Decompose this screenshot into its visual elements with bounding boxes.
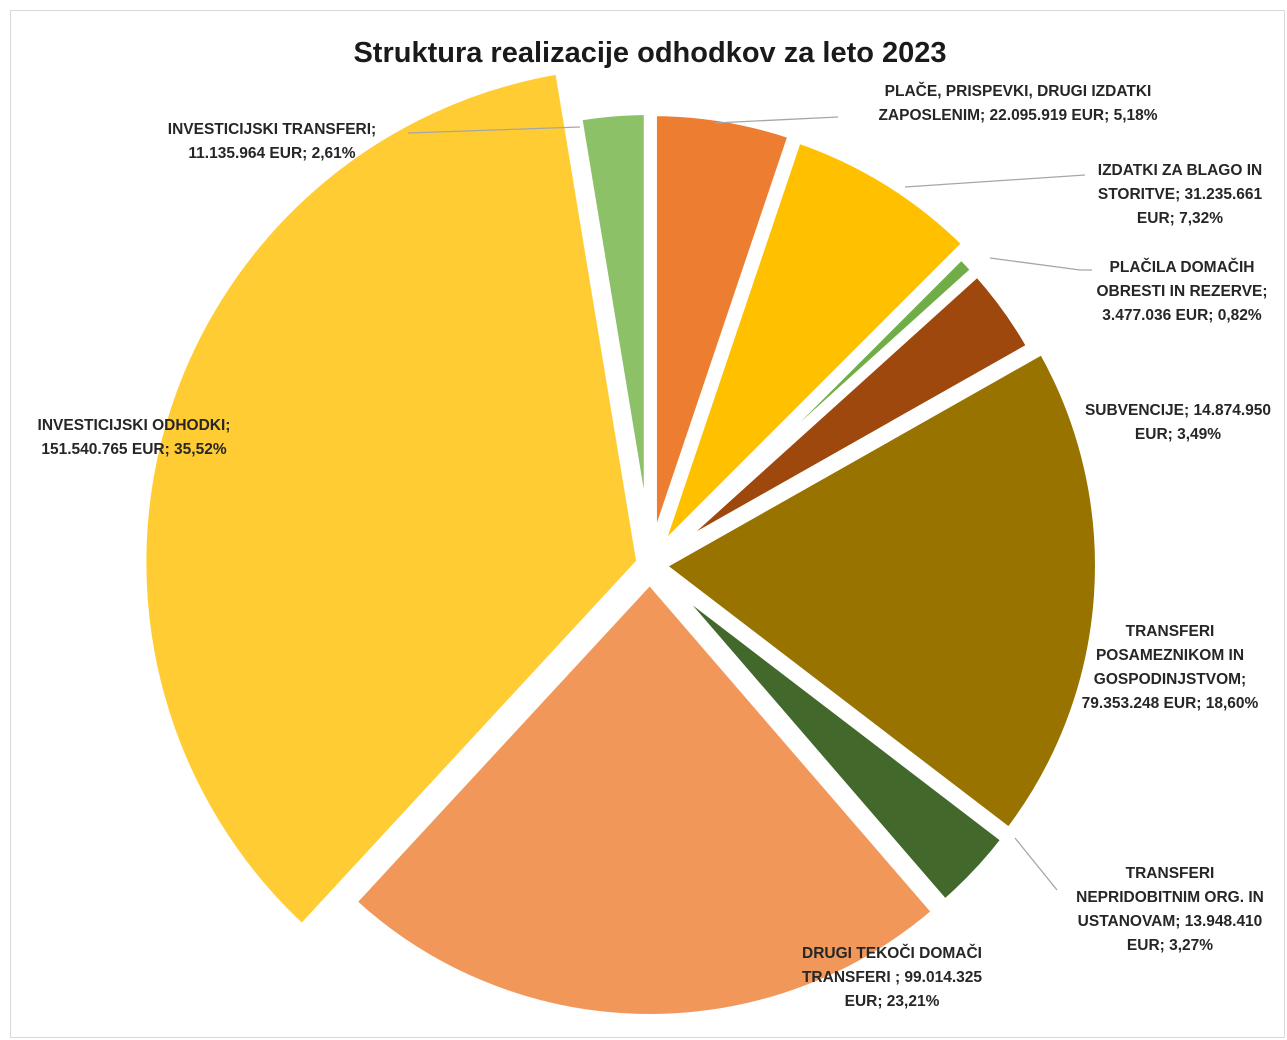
data-label-line: USTANOVAM; 13.948.410 bbox=[1078, 913, 1263, 930]
pie-slice-1 bbox=[646, 106, 800, 555]
data-label-line: PLAČILA DOMAČIH bbox=[1110, 258, 1255, 276]
data-label-line: PLAČE, PRISPEVKI, DRUGI IZDATKI bbox=[885, 82, 1152, 100]
pie-slices bbox=[136, 63, 1105, 1024]
leader-line-6 bbox=[1014, 837, 1058, 891]
pie-slice-5 bbox=[650, 342, 1105, 841]
data-label-line: INVESTICIJSKI ODHODKI; bbox=[38, 417, 231, 434]
data-label-line: OBRESTI IN REZERVE; bbox=[1096, 283, 1267, 300]
data-label-line: TRANSFERI bbox=[1126, 865, 1215, 882]
pie-slice-7 bbox=[344, 571, 945, 1024]
data-label-line: 79.353.248 EUR; 18,60% bbox=[1082, 695, 1259, 712]
data-label-line: TRANSFERI bbox=[1126, 623, 1215, 640]
data-label-5: TRANSFERI POSAMEZNIKOM IN GOSPODINJSTVOM; 7… bbox=[1082, 623, 1259, 712]
data-label-line: INVESTICIJSKI TRANSFERI; bbox=[168, 121, 376, 138]
data-label-6: TRANSFERI NEPRIDOBITNIM ORG. IN USTANOVAM;… bbox=[1076, 865, 1264, 954]
pie-slice-2 bbox=[651, 131, 975, 559]
data-label-line: TRANSFERI ; 99.014.325 bbox=[802, 969, 982, 986]
data-label-line: 151.540.765 EUR; 35,52% bbox=[41, 441, 226, 458]
data-label-line: STORITVE; 31.235.661 bbox=[1098, 186, 1263, 203]
pie-slice-6 bbox=[653, 567, 1014, 913]
data-label-line: NEPRIDOBITNIM ORG. IN bbox=[1076, 889, 1264, 906]
data-label-line: EUR; 23,21% bbox=[845, 993, 940, 1010]
data-label-line: 3.477.036 EUR; 0,82% bbox=[1102, 307, 1262, 324]
data-label-9: INVESTICIJSKI TRANSFERI; 11.135.964 EUR; … bbox=[168, 121, 376, 162]
leader-lines bbox=[407, 116, 1092, 891]
data-label-line: EUR; 3,49% bbox=[1135, 426, 1221, 443]
data-label-2: IZDATKI ZA BLAGO IN STORITVE; 31.235.661 E… bbox=[1098, 162, 1263, 227]
leader-line-2 bbox=[904, 174, 1086, 188]
leader-line-3 bbox=[989, 257, 1092, 271]
pie-slice-8 bbox=[136, 63, 647, 937]
data-label-8: INVESTICIJSKI ODHODKI; 151.540.765 EUR; 3… bbox=[38, 417, 231, 458]
chart-title: Struktura realizacije odhodkov za leto 2… bbox=[353, 37, 946, 69]
data-label-line: IZDATKI ZA BLAGO IN bbox=[1098, 162, 1262, 179]
leader-line-9 bbox=[407, 126, 581, 134]
data-label-line: EUR; 3,27% bbox=[1127, 937, 1213, 954]
pie-slice-9 bbox=[571, 105, 654, 551]
data-label-4: SUBVENCIJE; 14.874.950 EUR; 3,49% bbox=[1085, 402, 1271, 443]
data-label-7: DRUGI TEKOČI DOMAČI TRANSFERI ; 99.014.32… bbox=[802, 944, 982, 1010]
pie-slice-4 bbox=[656, 264, 1039, 563]
data-label-line: SUBVENCIJE; 14.874.950 bbox=[1085, 402, 1271, 419]
data-label-line: POSAMEZNIKOM IN bbox=[1096, 647, 1244, 664]
data-label-3: PLAČILA DOMAČIH OBRESTI IN REZERVE; 3.477.… bbox=[1096, 258, 1267, 324]
leader-line-1 bbox=[714, 116, 839, 124]
data-label-line: GOSPODINJSTVOM; bbox=[1094, 671, 1246, 688]
data-label-line: EUR; 7,32% bbox=[1137, 210, 1223, 227]
data-label-1: PLAČE, PRISPEVKI, DRUGI IZDATKI ZAPOSLENI… bbox=[878, 82, 1157, 124]
data-label-line: ZAPOSLENIM; 22.095.919 EUR; 5,18% bbox=[878, 107, 1157, 124]
data-label-line: 11.135.964 EUR; 2,61% bbox=[188, 145, 355, 162]
data-label-line: DRUGI TEKOČI DOMAČI bbox=[802, 944, 982, 962]
data-labels: PLAČE, PRISPEVKI, DRUGI IZDATKI ZAPOSLENI… bbox=[38, 82, 1272, 1010]
